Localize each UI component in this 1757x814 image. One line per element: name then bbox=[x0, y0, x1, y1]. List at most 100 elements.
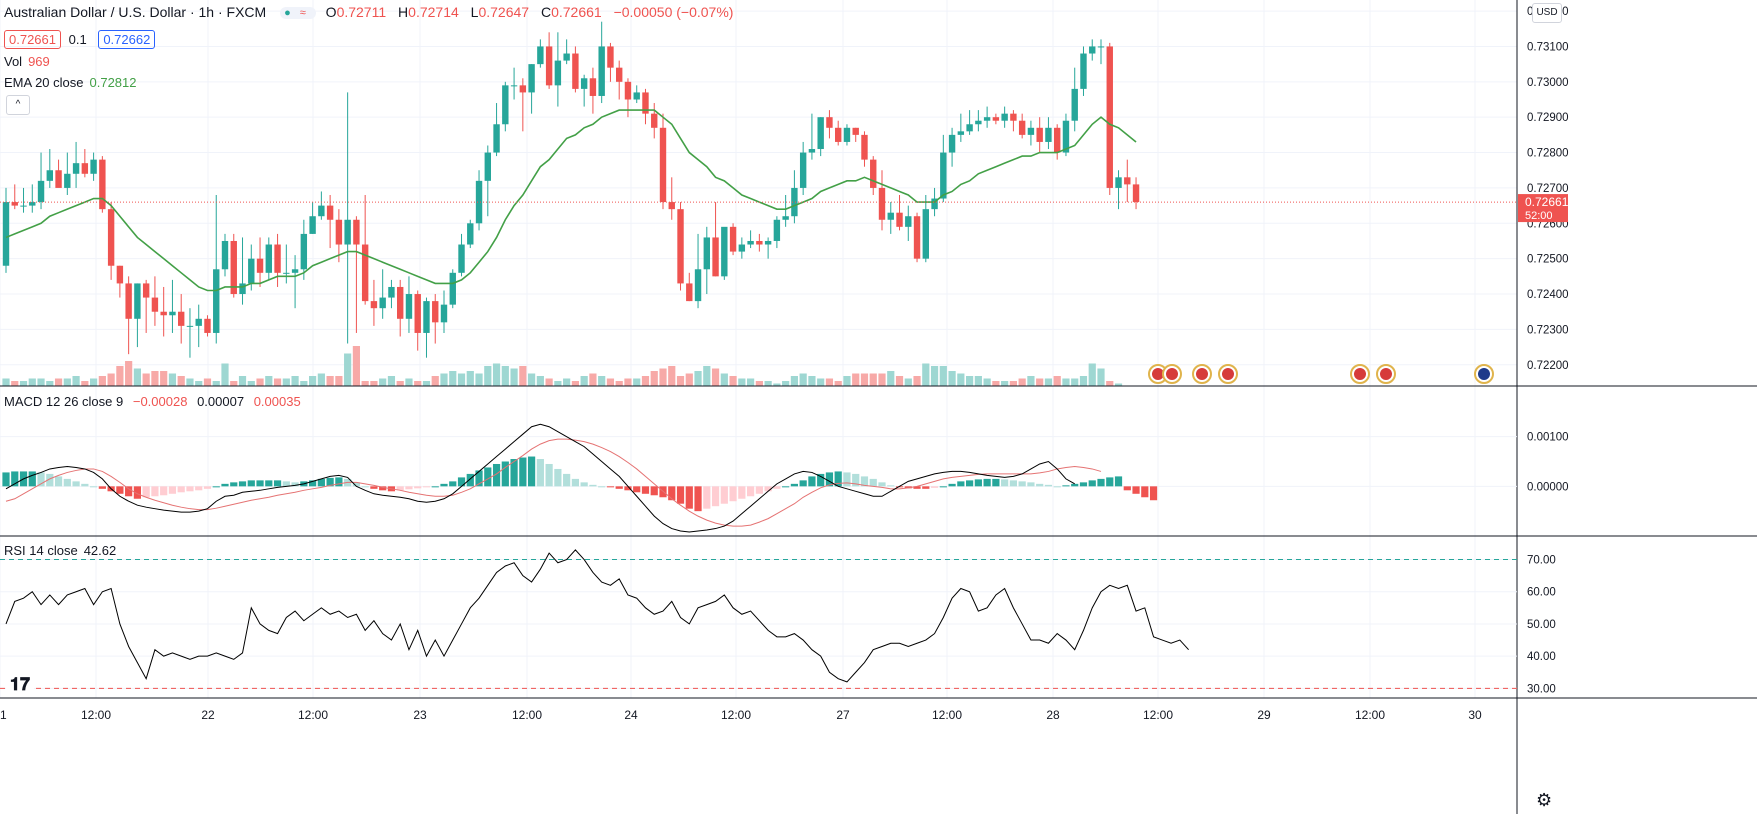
candle-body bbox=[2, 202, 10, 266]
volume-bar bbox=[825, 378, 834, 386]
ema-legend[interactable]: EMA 20 close 0.72812 bbox=[4, 75, 143, 90]
macd-hist-bar bbox=[379, 486, 387, 491]
volume-bar bbox=[598, 376, 606, 386]
candle-body bbox=[957, 131, 965, 135]
volume-bar bbox=[457, 373, 466, 386]
volume-bar bbox=[1088, 363, 1096, 386]
macd-hist-bar bbox=[335, 477, 343, 487]
us-event-flag-icon bbox=[1192, 364, 1212, 384]
candle-body bbox=[589, 78, 597, 96]
candle-body bbox=[493, 124, 500, 153]
volume-bar bbox=[782, 381, 790, 386]
macd-hist-bar bbox=[1009, 480, 1017, 487]
volume-bar bbox=[887, 371, 895, 386]
candle-body bbox=[29, 202, 36, 206]
macd-hist-bar bbox=[370, 486, 378, 489]
volume-bar bbox=[291, 376, 299, 386]
volume-bar bbox=[46, 381, 54, 386]
rsi-legend[interactable]: RSI 14 close 42.62 bbox=[4, 543, 122, 558]
candle-body bbox=[642, 92, 649, 114]
volume-bar bbox=[90, 378, 98, 386]
macd-hist-bar bbox=[63, 478, 71, 487]
volume-bar bbox=[405, 378, 413, 386]
macd-hist-bar bbox=[37, 472, 45, 487]
x-tick-label: 30 bbox=[1468, 708, 1482, 722]
volume-bar bbox=[843, 376, 851, 386]
candle-body bbox=[300, 233, 308, 270]
macd-hist-bar bbox=[773, 486, 781, 489]
collapse-legend-button[interactable]: ^ bbox=[6, 95, 30, 115]
volume-legend[interactable]: Vol 969 bbox=[4, 54, 56, 69]
macd-hist-bar bbox=[843, 472, 851, 487]
macd-hist-bar bbox=[519, 457, 527, 487]
candle-body bbox=[142, 283, 150, 298]
macd-hist-bar bbox=[825, 472, 834, 487]
volume-bar bbox=[186, 378, 194, 386]
macd-legend[interactable]: MACD 12 26 close 9 −0.00028 0.00007 0.00… bbox=[4, 394, 307, 409]
flag-inner bbox=[1354, 368, 1366, 380]
volume-bar bbox=[983, 378, 991, 386]
candle-body bbox=[896, 212, 903, 227]
macd-hist-bar bbox=[273, 480, 282, 487]
macd-hist-bar bbox=[764, 486, 772, 492]
currency-button[interactable]: USD bbox=[1532, 3, 1562, 23]
candle-body bbox=[502, 85, 509, 125]
symbol-title[interactable]: Australian Dollar / U.S. Dollar · 1h · F… bbox=[4, 4, 267, 20]
candle-body bbox=[607, 46, 614, 68]
volume-bar bbox=[764, 381, 772, 386]
macd-hist-bar bbox=[878, 482, 886, 487]
volume-bar bbox=[1097, 368, 1105, 386]
tradingview-logo-icon[interactable]: 𝟏𝟕 bbox=[6, 672, 34, 696]
market-status-pill[interactable]: ● ≈ bbox=[280, 7, 316, 20]
ohlc-open-label: O bbox=[325, 4, 337, 20]
x-tick-label: 12:00 bbox=[1143, 708, 1173, 722]
macd-hist-bar bbox=[151, 486, 159, 497]
volume-bar bbox=[563, 378, 571, 386]
candle-body bbox=[248, 258, 255, 284]
volume-bar bbox=[790, 376, 798, 386]
candle-body bbox=[651, 113, 658, 128]
volume-bar bbox=[221, 363, 229, 386]
macd-signal-value: 0.00035 bbox=[253, 394, 301, 409]
candle-body bbox=[738, 244, 746, 252]
volume-bar bbox=[326, 376, 334, 386]
volume-bar bbox=[449, 371, 457, 386]
candle-body bbox=[677, 209, 684, 284]
x-tick-label: 28 bbox=[1046, 708, 1060, 722]
macd-hist-bar bbox=[598, 486, 606, 488]
macd-signal-line bbox=[5, 438, 1102, 527]
settings-gear-icon[interactable]: ⚙ bbox=[1536, 790, 1553, 810]
x-tick-label: 12:00 bbox=[721, 708, 751, 722]
candle-body bbox=[887, 212, 894, 220]
candle-body bbox=[99, 159, 106, 210]
volume-bar bbox=[580, 376, 588, 386]
macd-hist-bar bbox=[939, 486, 947, 488]
sell-price-button[interactable]: 0.72661 bbox=[4, 30, 61, 49]
volume-bar bbox=[1001, 381, 1009, 386]
candle-body bbox=[265, 244, 272, 273]
macd-hist-bar bbox=[405, 486, 413, 490]
rsi-value: 42.62 bbox=[83, 543, 117, 558]
macd-hist-bar bbox=[633, 486, 641, 493]
buy-price-button[interactable]: 0.72662 bbox=[98, 30, 156, 49]
volume-bar bbox=[939, 366, 947, 386]
volume-bar bbox=[1062, 378, 1070, 386]
candle-body bbox=[239, 283, 246, 295]
volume-value: 969 bbox=[28, 54, 50, 69]
volume-bar bbox=[37, 378, 45, 386]
volume-bar bbox=[125, 361, 133, 386]
volume-label: Vol bbox=[4, 54, 23, 69]
candle-body bbox=[1027, 127, 1035, 135]
candle-body bbox=[467, 223, 474, 245]
macd-hist-bar bbox=[1106, 477, 1114, 487]
candle-body bbox=[563, 53, 570, 61]
macd-hist-bar bbox=[457, 477, 466, 487]
x-tick-label: 29 bbox=[1257, 708, 1271, 722]
volume-bar bbox=[256, 378, 264, 386]
us-event-flag-icon bbox=[1350, 364, 1370, 384]
candle-body bbox=[1115, 177, 1122, 188]
volume-bar bbox=[703, 366, 711, 386]
candle-body bbox=[178, 311, 185, 326]
macd-hist-bar bbox=[1114, 476, 1123, 487]
